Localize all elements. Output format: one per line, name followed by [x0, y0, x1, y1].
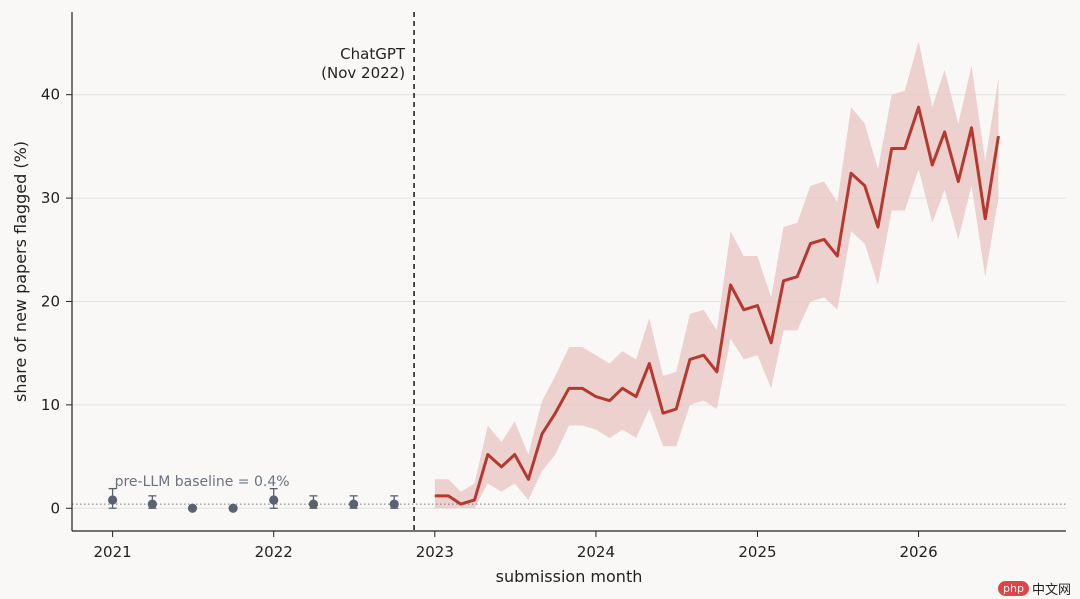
pre-llm-point-2021-01: [108, 495, 118, 505]
y-tick-label-20: 20: [41, 292, 60, 310]
pre-llm-point-2022-10: [389, 499, 399, 509]
chatgpt-label: ChatGPT: [340, 45, 406, 63]
pre-llm-point-2022-04: [308, 499, 319, 509]
series-line-layer: [434, 105, 1000, 506]
x-tick-label-2022: 2022: [255, 543, 293, 561]
y-tick-label-30: 30: [41, 189, 60, 207]
x-axis-title: submission month: [496, 567, 643, 586]
pre-llm-point-2021-04: [147, 499, 157, 509]
site-watermark: php 中文网: [998, 578, 1080, 599]
pre-llm-point-2021-07: [187, 503, 198, 513]
flagged-share-line: [434, 105, 1000, 506]
pre-llm-points-layer: [108, 487, 399, 513]
watermark-text: 中文网: [1031, 583, 1071, 598]
y-tick-label-10: 10: [41, 396, 60, 414]
x-tick-label-2024: 2024: [577, 543, 615, 561]
pre-llm-point-2022-01: [269, 495, 279, 505]
chatgpt-date-label: (Nov 2022): [321, 64, 405, 82]
pre-llm-point-2022-07: [349, 499, 359, 509]
y-tick-label-0: 0: [50, 499, 60, 517]
y-tick-label-40: 40: [41, 86, 60, 104]
x-tick-label-2023: 2023: [416, 543, 454, 561]
confidence-band: [434, 40, 999, 509]
x-axis-ticks: 2021 2022 2023 2024 2025 2026: [94, 531, 938, 561]
confidence-band-layer: [434, 40, 999, 509]
watermark-badge: php: [998, 581, 1029, 596]
x-tick-label-2026: 2026: [899, 543, 937, 561]
axes: [71, 12, 1066, 532]
y-axis-ticks: 0 10 20 30 40: [41, 86, 72, 517]
x-tick-label-2025: 2025: [738, 543, 776, 561]
baseline-layer: pre-LLM baseline = 0.4%: [72, 474, 1066, 505]
baseline-label: pre-LLM baseline = 0.4%: [115, 474, 290, 490]
y-axis-title: share of new papers flagged (%): [11, 141, 30, 402]
x-tick-label-2021: 2021: [94, 543, 132, 561]
event-layer: ChatGPT (Nov 2022): [321, 12, 415, 531]
pre-llm-point-2021-10: [228, 503, 238, 513]
